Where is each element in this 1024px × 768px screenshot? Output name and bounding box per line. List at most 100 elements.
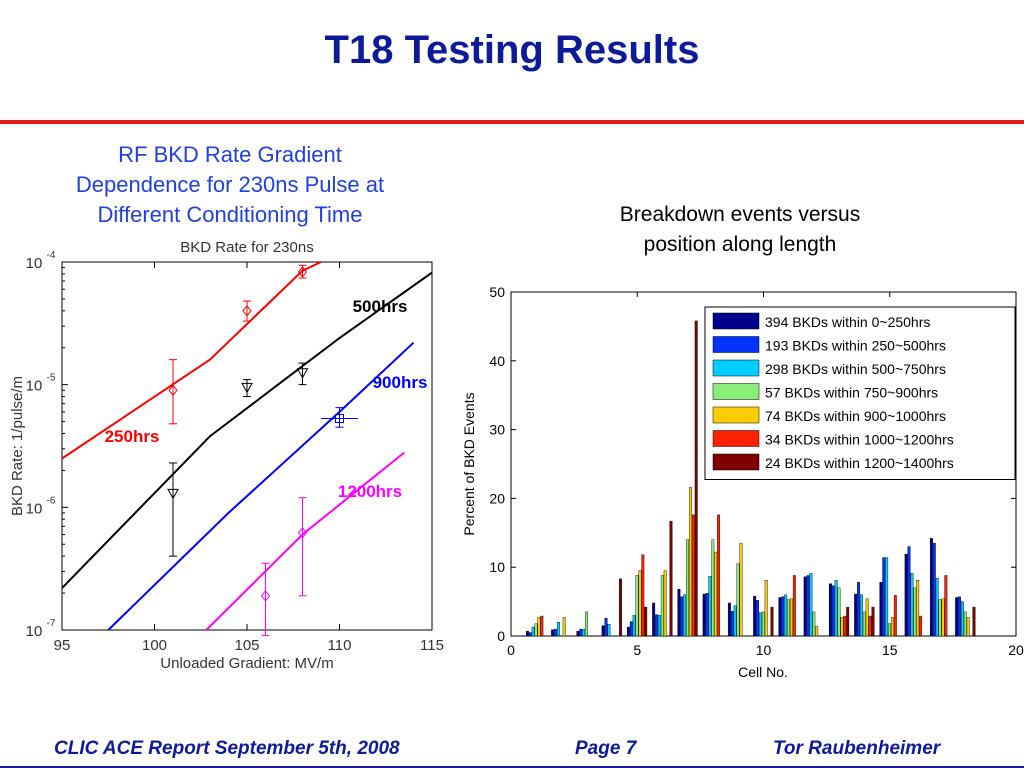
right-x-tick-label: 0	[507, 642, 515, 658]
bar-cell-2-series-1	[551, 629, 555, 637]
left-y-tick-label: 10	[26, 378, 43, 395]
bar-cell-7-series-5	[688, 487, 692, 637]
data-point-900hrs	[335, 413, 344, 423]
bar-cell-12-series-5	[815, 626, 819, 637]
legend-label: 24 BKDs within 1200~1400hrs	[765, 455, 954, 471]
bar-cell-6-series-2	[655, 614, 658, 637]
bar-cell-9-series-5	[739, 542, 743, 637]
bar-cell-13-series-1	[828, 583, 832, 637]
data-point-500hrs	[167, 488, 179, 500]
bar-cell-12-series-1	[803, 576, 807, 637]
left-y-tick-exponent: -5	[47, 373, 56, 384]
bar-cell-10-series-5	[764, 580, 768, 637]
bar-cell-14-series-4	[862, 611, 866, 637]
bar-cell-17-series-2	[932, 542, 936, 637]
right-bar-group	[525, 320, 976, 637]
legend-swatch	[712, 406, 760, 424]
bar-cell-14-series-1	[854, 593, 858, 637]
left-series-labels: 250hrs 500hrs 900hrs 1200hrs	[105, 297, 428, 501]
legend-swatch	[712, 430, 760, 447]
left-tick-group: 95 100 105 110 115 10 -7 10 -6 10 -5 10 -4	[26, 250, 444, 654]
bar-cell-4-series-2	[604, 617, 608, 637]
bar-cell-5-series-4	[635, 575, 639, 637]
bar-cell-14-series-3	[859, 594, 863, 637]
data-point-250hrs	[168, 384, 178, 397]
bar-cell-6-series-3	[657, 615, 661, 637]
data-point-500hrs	[296, 368, 309, 379]
bar-cell-1-series-4	[534, 623, 538, 637]
bar-cell-4-series-3	[607, 624, 611, 637]
legend-label: 298 BKDs within 500~750hrs	[765, 361, 946, 377]
legend-swatch	[712, 453, 760, 471]
bar-cell-3-series-4	[585, 611, 588, 637]
bar-cell-5-series-3	[632, 615, 636, 637]
bar-cell-7-series-4	[686, 539, 689, 637]
series-label-500hrs: 500hrs	[353, 297, 408, 316]
bar-cell-15-series-4	[888, 623, 891, 637]
series-line-250hrs	[62, 262, 322, 460]
bar-cell-7-series-1	[677, 589, 681, 637]
data-point-1200hrs	[260, 590, 271, 602]
left-x-tick-label: 105	[234, 637, 259, 654]
right-x-tick-label: 15	[882, 642, 898, 658]
bar-cell-11-series-6	[792, 575, 796, 637]
footer-page-number: Page 7	[575, 738, 637, 759]
bar-cell-16-series-4	[913, 587, 917, 637]
series-label-250hrs: 250hrs	[105, 427, 160, 446]
legend-label: 193 BKDs within 250~500hrs	[765, 338, 946, 354]
bar-cell-14-series-2	[857, 582, 860, 637]
bar-cell-11-series-1	[778, 597, 782, 637]
right-y-tick-label: 10	[489, 559, 505, 575]
bar-cell-12-series-3	[809, 573, 813, 637]
bar-cell-16-series-2	[907, 546, 911, 637]
bar-cell-13-series-5	[840, 617, 844, 637]
bar-cell-3-series-2	[579, 628, 583, 637]
left-y-tick-exponent: -6	[47, 495, 56, 506]
right-y-tick-label: 20	[489, 490, 505, 506]
bar-cell-4-series-7	[619, 578, 622, 637]
bar-cell-13-series-6	[843, 615, 847, 637]
bar-cell-7-series-6	[691, 514, 695, 637]
bar-cell-8-series-1	[702, 593, 706, 637]
title-divider	[0, 120, 1024, 124]
legend-swatch	[712, 312, 760, 330]
bar-cell-1-series-6	[540, 615, 544, 637]
bar-cell-6-series-1	[652, 602, 656, 637]
bar-cell-5-series-7	[644, 606, 648, 637]
bar-cell-14-series-5	[865, 598, 869, 637]
left-y-tick-label: 10	[26, 255, 43, 272]
bar-cell-2-series-2	[554, 628, 557, 637]
bar-cell-12-series-4	[812, 611, 816, 637]
left-x-tick-label: 95	[54, 637, 71, 654]
bar-cell-10-series-3	[758, 612, 762, 637]
bar-cell-13-series-4	[837, 587, 841, 637]
right-x-tick-label: 5	[633, 642, 641, 658]
bar-cell-1-series-3	[531, 626, 535, 637]
bar-cell-5-series-6	[641, 554, 645, 637]
bar-cell-16-series-3	[910, 573, 914, 637]
bar-cell-6-series-4	[660, 575, 664, 637]
bar-cell-18-series-5	[966, 617, 970, 637]
bar-cell-7-series-2	[680, 596, 684, 637]
bar-cell-18-series-3	[960, 601, 964, 637]
bar-cell-10-series-7	[770, 606, 774, 637]
bar-cell-18-series-2	[958, 596, 961, 637]
bar-cell-10-series-1	[753, 595, 757, 637]
right-y-tick-label: 40	[489, 353, 505, 369]
bar-cell-17-series-1	[929, 538, 933, 637]
right-y-tick-label: 50	[489, 284, 505, 300]
data-point-1200hrs	[297, 526, 308, 539]
bar-cell-7-series-7	[694, 320, 698, 637]
bar-cell-6-series-7	[669, 520, 673, 637]
series-label-1200hrs: 1200hrs	[338, 482, 402, 501]
bar-cell-17-series-4	[938, 599, 942, 637]
bar-cell-11-series-5	[789, 598, 793, 637]
bar-cell-9-series-2	[730, 611, 734, 637]
legend-swatch	[712, 383, 760, 400]
series-line-500hrs	[62, 271, 432, 589]
data-point-250hrs	[297, 266, 308, 278]
bar-cell-17-series-3	[935, 578, 939, 637]
series-label-900hrs: 900hrs	[373, 373, 428, 392]
bar-cell-17-series-6	[944, 575, 948, 637]
